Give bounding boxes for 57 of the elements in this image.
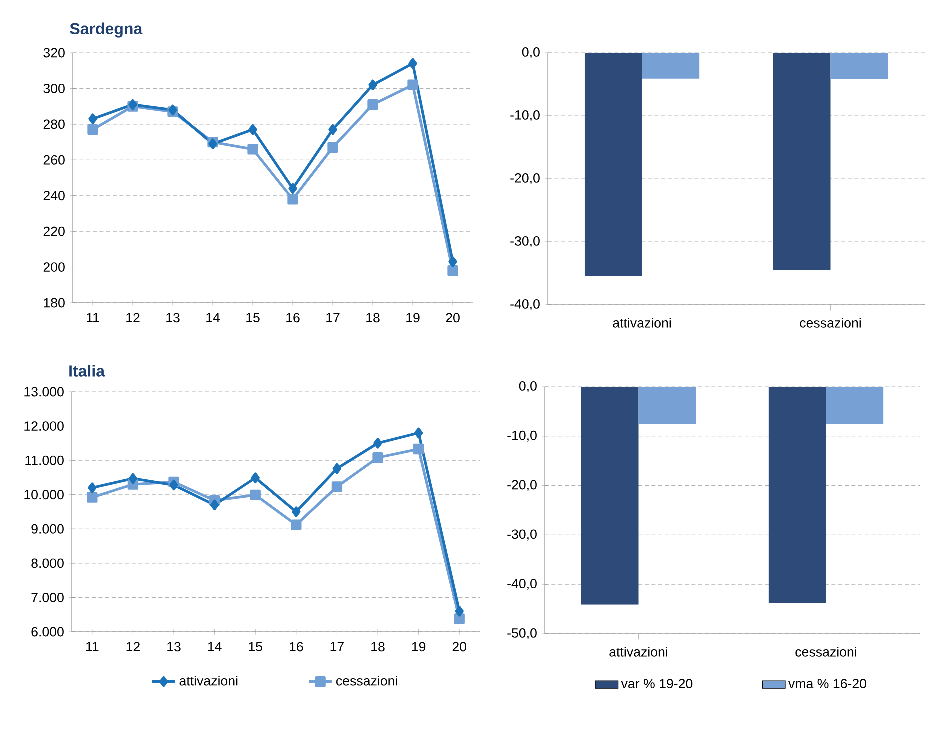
x-tick-label: 12: [126, 313, 140, 323]
y-tick-label: 11.000: [26, 456, 64, 466]
x-tick-label: 16: [286, 313, 300, 323]
y-tick-label: -20,0: [510, 173, 540, 185]
x-tick-label: 13: [168, 642, 181, 652]
x-tick-label: attivazioni: [613, 318, 671, 328]
y-tick-label: -30,0: [508, 530, 537, 541]
y-tick-label: -20,0: [508, 480, 537, 492]
y-tick-label: 260: [44, 155, 65, 165]
x-tick-label: 14: [206, 313, 220, 322]
y-tick-label: -50,0: [508, 628, 537, 640]
y-tick-label: 320: [44, 48, 65, 58]
chart-title: Italia: [70, 365, 106, 377]
legend-label: cessazioni: [336, 676, 398, 686]
y-tick-label: 200: [44, 262, 65, 272]
y-tick-label: 8.000: [32, 558, 64, 568]
y-tick-label: 180: [44, 298, 65, 308]
x-tick-label: 15: [249, 642, 262, 652]
y-tick-label: 10.000: [24, 490, 64, 500]
x-tick-label: attivazioni: [610, 647, 668, 657]
y-tick-label: 280: [44, 120, 65, 130]
x-tick-label: 20: [446, 313, 460, 323]
x-tick-label: 16: [290, 642, 304, 652]
y-tick-label: -30,0: [510, 236, 540, 248]
legend-label: vma % 16-20: [788, 679, 866, 689]
x-tick-label: 11: [87, 313, 100, 322]
y-tick-label: 220: [44, 226, 65, 236]
y-tick-label: 0,0: [522, 48, 540, 59]
x-tick-label: 20: [452, 642, 467, 652]
y-tick-label: -40,0: [508, 579, 537, 590]
x-tick-label: cessazioni: [800, 318, 861, 328]
y-tick-label: 13.000: [24, 387, 64, 397]
y-tick-label: 7.000: [32, 593, 64, 602]
y-tick-label: 6.000: [32, 627, 64, 637]
x-tick-label: 19: [406, 313, 420, 323]
x-tick-label: 18: [372, 642, 385, 652]
y-tick-label: -40,0: [510, 299, 540, 311]
chart-title: Sardegna: [70, 22, 143, 38]
x-tick-label: 19: [412, 642, 426, 652]
legend-label: attivazioni: [180, 676, 238, 686]
y-tick-label: 9.000: [32, 524, 64, 534]
y-tick-label: 240: [44, 191, 65, 201]
x-tick-label: 18: [366, 313, 380, 323]
x-tick-label: 17: [330, 642, 344, 652]
y-tick-label: 12.000: [24, 422, 64, 431]
x-tick-label: 12: [126, 642, 140, 652]
x-tick-label: 15: [246, 313, 260, 323]
y-tick-label: -10,0: [510, 110, 540, 122]
x-tick-label: 13: [166, 313, 180, 323]
legend-label: var % 19-20: [621, 679, 693, 689]
x-tick-label: 17: [326, 313, 340, 322]
x-tick-label: cessazioni: [796, 647, 856, 657]
y-tick-label: 300: [44, 84, 65, 94]
y-tick-label: 0,0: [519, 381, 537, 393]
x-tick-label: 11: [86, 642, 99, 652]
x-tick-label: 14: [208, 642, 222, 652]
y-tick-label: -10,0: [508, 430, 537, 442]
